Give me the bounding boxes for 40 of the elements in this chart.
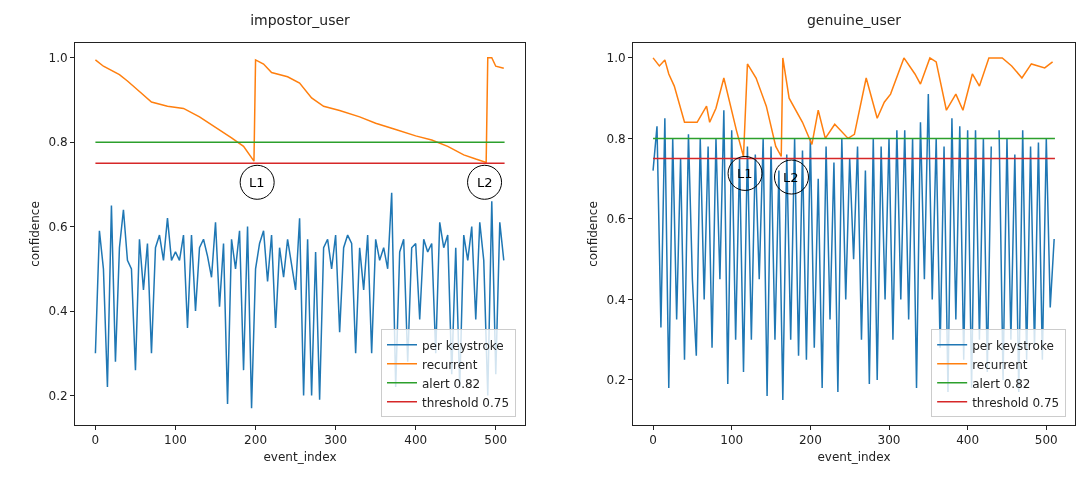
legend-label: recurrent	[972, 357, 1028, 372]
y-axis-title: confidence	[585, 201, 600, 267]
y-tick-label: 0.4	[48, 304, 68, 319]
y-tick-label: 0.8	[606, 131, 626, 146]
x-tick-label: 200	[244, 433, 268, 448]
y-tick-label: 0.2	[606, 373, 626, 388]
legend-label: threshold 0.75	[422, 395, 510, 410]
line-series	[652, 57, 1054, 158]
legend-label: alert 0.82	[422, 376, 481, 391]
y-tick-label: 0.2	[48, 388, 68, 403]
y-axis-title: confidence	[27, 201, 42, 267]
x-axis-title: event_index	[263, 450, 337, 465]
y-tick-label: 0.8	[48, 135, 68, 150]
annotation: L1	[249, 175, 265, 190]
legend-label: alert 0.82	[972, 376, 1031, 391]
y-tick-label: 0.4	[606, 292, 626, 307]
x-tick-label: 200	[798, 433, 822, 448]
x-axis-title: event_index	[817, 450, 891, 465]
y-tick-label: 1.0	[606, 51, 626, 66]
y-tick-label: 0.6	[48, 219, 68, 234]
y-tick-label: 1.0	[48, 50, 68, 65]
x-tick-label: 300	[324, 433, 348, 448]
x-tick-label: 400	[404, 433, 428, 448]
x-tick-label: 300	[877, 433, 901, 448]
line-series	[94, 57, 505, 164]
x-tick-label: 0	[649, 433, 657, 448]
x-tick-label: 500	[1034, 433, 1058, 448]
x-tick-label: 0	[91, 433, 100, 448]
annotation: L2	[477, 175, 493, 190]
legend-label: per keystroke	[422, 338, 504, 353]
y-tick-label: 0.6	[606, 212, 626, 227]
legend-label: recurrent	[422, 357, 478, 372]
legend-label: threshold 0.75	[972, 395, 1060, 410]
chart-title: impostor_user	[250, 11, 351, 28]
legend-label: per keystroke	[972, 338, 1054, 353]
chart-title: genuine_user	[806, 11, 902, 28]
x-tick-label: 400	[956, 433, 980, 448]
x-tick-label: 100	[720, 433, 744, 448]
x-tick-label: 500	[484, 433, 508, 448]
x-tick-label: 100	[164, 433, 187, 448]
